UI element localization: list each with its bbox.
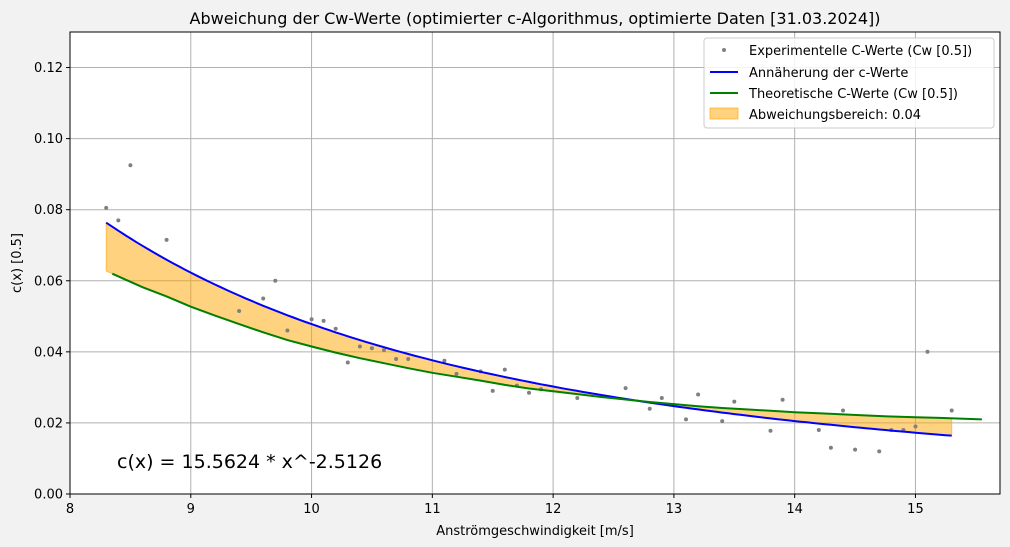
scatter-point	[828, 445, 833, 450]
legend-entry-fit: Annäherung der c-Werte	[749, 66, 908, 81]
x-tick-label: 9	[187, 502, 195, 517]
y-tick-label: 0.10	[34, 132, 63, 147]
scatter-point	[382, 348, 386, 353]
legend-marker-scatter	[722, 48, 726, 52]
legend-entry-area: Abweichungsbereich: 0.04	[749, 108, 921, 123]
x-tick-label: 13	[666, 502, 683, 517]
scatter-point	[116, 218, 121, 223]
y-axis-label: c(x) [0.5]	[10, 233, 25, 293]
scatter-point	[732, 399, 737, 404]
scatter-point	[357, 344, 362, 349]
x-axis-ticks: 8 9 10 11 12 13 14 15	[66, 494, 924, 517]
legend-entry-theory: Theoretische C-Werte (Cw [0.5])	[748, 87, 958, 102]
scatter-point	[442, 358, 447, 363]
scatter-point	[490, 388, 495, 393]
scatter-point	[369, 346, 374, 351]
scatter-point	[841, 408, 845, 413]
scatter-point	[273, 278, 278, 283]
x-tick-label: 12	[545, 502, 562, 517]
scatter-point	[454, 371, 459, 376]
plot-frame	[69, 31, 1001, 495]
x-tick-label: 11	[424, 502, 441, 517]
scatter-point	[720, 419, 725, 424]
equation-annotation: c(x) = 15.5624 * x^-2.5126	[117, 451, 382, 473]
scatter-point	[237, 309, 242, 313]
x-tick-label: 14	[786, 502, 803, 517]
scatter-point	[164, 237, 169, 242]
scatter-point	[406, 357, 411, 361]
x-axis-label: Anströmgeschwindigkeit [m/s]	[436, 524, 634, 539]
scatter-point	[394, 357, 399, 361]
theory-curve-line	[111, 272, 982, 421]
y-tick-label: 0.08	[34, 203, 63, 218]
scatter-point	[104, 205, 109, 210]
scatter-point	[575, 396, 580, 400]
scatter-point	[877, 449, 882, 454]
curve-layer	[105, 221, 982, 437]
chart-title: Abweichung der Cw-Werte (optimierter c-A…	[190, 9, 881, 28]
fit-curve-line	[105, 221, 952, 437]
scatter-point	[684, 417, 688, 422]
scatter-point	[345, 360, 350, 365]
scatter-point	[527, 390, 531, 395]
y-axis-ticks: 0.00 0.02 0.04 0.06 0.08 0.10 0.12	[34, 61, 70, 503]
scatter-point	[647, 406, 652, 411]
scatter-point	[853, 447, 858, 452]
scatter-point	[659, 396, 664, 400]
legend-box	[703, 37, 995, 129]
scatter-point	[768, 428, 773, 433]
scatter-point	[913, 424, 918, 429]
scatter-point	[321, 318, 326, 323]
y-tick-label: 0.02	[34, 416, 63, 431]
x-tick-label: 15	[907, 502, 924, 517]
scatter-point	[261, 296, 266, 301]
legend-entry-scatter: Experimentelle C-Werte (Cw [0.5])	[749, 44, 972, 59]
y-tick-label: 0.06	[34, 274, 63, 289]
scatter-point	[285, 328, 290, 333]
scatter-point	[925, 349, 930, 354]
scatter-point	[128, 163, 133, 168]
scatter-point	[333, 326, 338, 331]
legend-marker-area	[709, 107, 739, 120]
scatter-point	[623, 386, 628, 391]
scatter-point	[816, 428, 821, 432]
scatter-point	[309, 317, 314, 322]
y-tick-label: 0.04	[34, 345, 63, 360]
scatter-point	[949, 408, 954, 413]
y-tick-label: 0.12	[34, 61, 63, 76]
x-tick-label: 10	[303, 502, 320, 517]
scatter-point	[780, 397, 785, 402]
scatter-point	[696, 392, 701, 397]
legend: Experimentelle C-Werte (Cw [0.5]) Annähe…	[703, 37, 995, 129]
y-tick-label: 0.00	[34, 488, 63, 503]
x-tick-label: 8	[66, 502, 74, 517]
scatter-point	[502, 367, 507, 372]
